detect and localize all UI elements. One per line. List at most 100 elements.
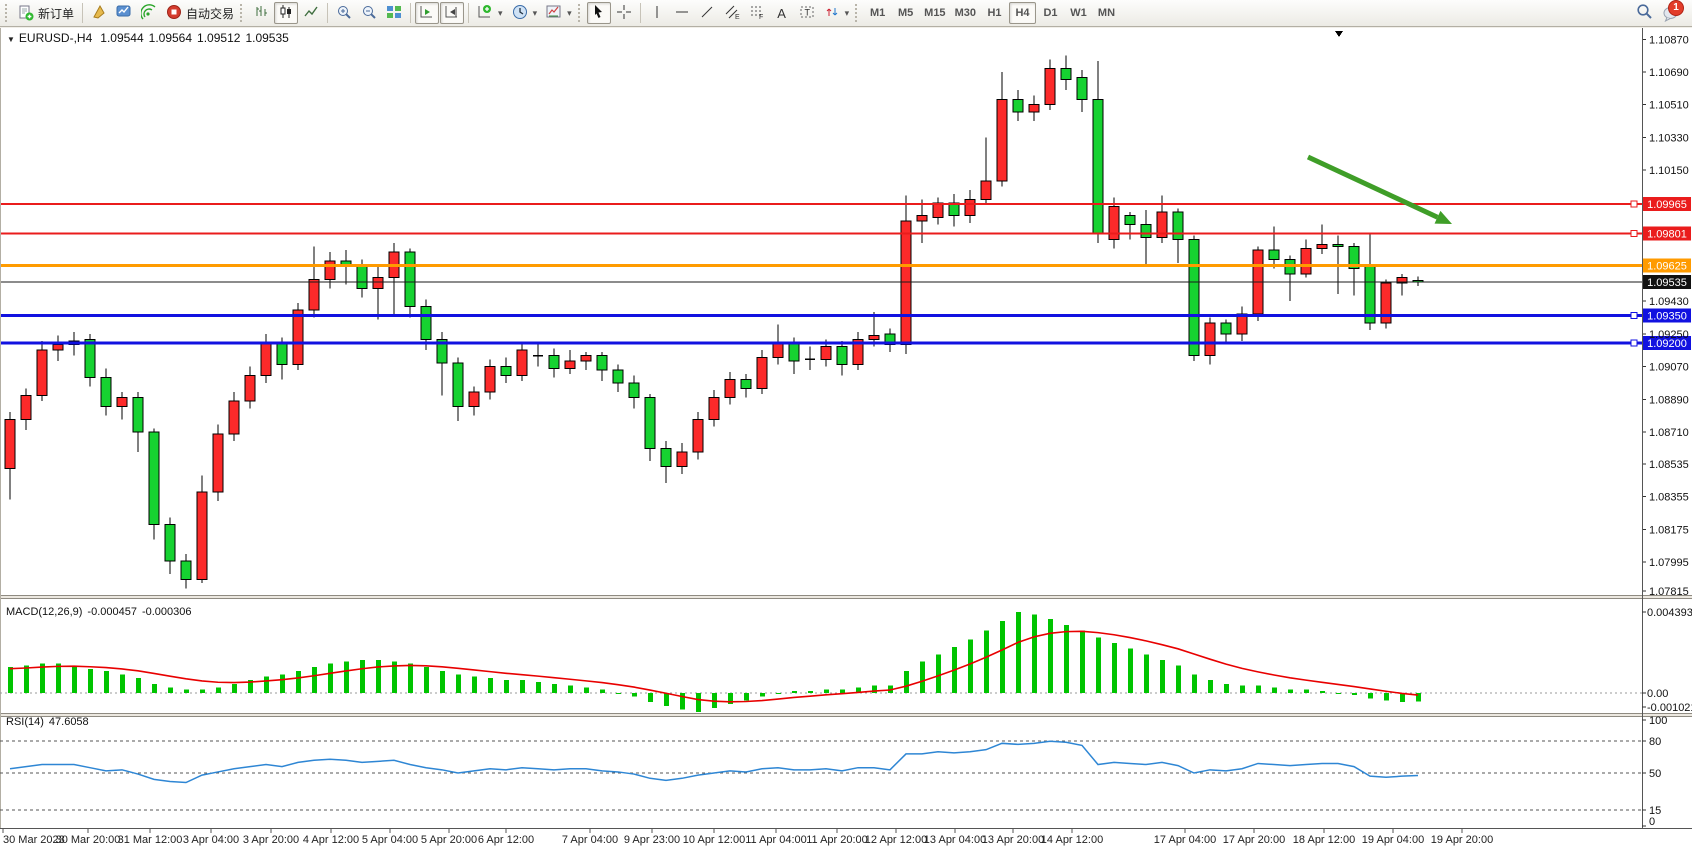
- signals-button[interactable]: [137, 2, 161, 24]
- candle-body: [1332, 244, 1344, 248]
- line-chart-button[interactable]: [299, 2, 323, 24]
- toolbar-grip: [5, 4, 10, 22]
- search-button[interactable]: [1632, 2, 1657, 24]
- timeframe-w1[interactable]: W1: [1065, 2, 1092, 24]
- candlestick-chart-icon: [278, 4, 294, 23]
- bar-chart-button[interactable]: [249, 2, 273, 24]
- candle-body: [1124, 215, 1136, 226]
- bar-chart-icon: [253, 4, 269, 23]
- timeframe-d1[interactable]: D1: [1037, 2, 1064, 24]
- candle-body: [628, 382, 640, 398]
- horizontal-line-tool-button[interactable]: [670, 2, 694, 24]
- cursor-icon: [591, 4, 607, 23]
- candle-body: [644, 396, 656, 449]
- candle-body: [484, 366, 496, 393]
- candle-body: [724, 378, 736, 398]
- timeframe-h1[interactable]: H1: [981, 2, 1008, 24]
- svg-text:1.08710: 1.08710: [1649, 427, 1689, 439]
- timeframe-bar: M1 M5 M15 M30 H1 H4 D1 W1 MN: [864, 2, 1120, 24]
- svg-text:1.10510: 1.10510: [1649, 100, 1689, 112]
- candle-body: [196, 491, 208, 580]
- candle-body: [692, 418, 704, 453]
- timeframe-m5[interactable]: M5: [892, 2, 919, 24]
- timeframe-m1[interactable]: M1: [864, 2, 891, 24]
- timeframe-h4[interactable]: H4: [1008, 2, 1036, 24]
- vertical-line-tool-button[interactable]: [645, 2, 669, 24]
- candle-body: [564, 360, 576, 369]
- candle-body: [660, 447, 672, 468]
- candle-body: [1236, 313, 1248, 335]
- candle-body: [996, 98, 1008, 182]
- candle-body: [596, 355, 608, 371]
- label-tool-button[interactable]: T: [795, 2, 819, 24]
- templates-button[interactable]: ▾: [542, 2, 576, 24]
- hline-price-tag: [1643, 258, 1691, 273]
- indicators-button[interactable]: ▾: [473, 2, 507, 24]
- candle-body: [836, 346, 848, 366]
- candle-body: [36, 349, 48, 397]
- toolbar-grip: [240, 4, 245, 22]
- svg-text:1.09535: 1.09535: [1647, 277, 1687, 289]
- toolbar-separator: [327, 3, 329, 23]
- svg-text:1.09250: 1.09250: [1649, 329, 1689, 341]
- candle-body: [852, 338, 864, 366]
- candle-body: [260, 342, 272, 377]
- time-axis-label: 12 Apr 12:00: [865, 834, 927, 846]
- candle-body: [708, 396, 720, 420]
- svg-text:1.09070: 1.09070: [1649, 362, 1689, 374]
- autotrading-button[interactable]: 自动交易: [162, 2, 238, 24]
- channel-tool-button[interactable]: E: [720, 2, 744, 24]
- chart-shift-button[interactable]: [440, 2, 465, 24]
- time-axis-label: 30 Mar 2023: [3, 834, 65, 846]
- periods-button[interactable]: ▾: [508, 2, 542, 24]
- hline-handle: [1630, 339, 1638, 347]
- candle-body: [1220, 322, 1232, 335]
- candle-body: [308, 278, 320, 311]
- svg-text:1.07995: 1.07995: [1649, 557, 1689, 569]
- time-axis-label: 31 Mar 12:00: [118, 834, 183, 846]
- candle-body: [516, 349, 528, 377]
- candle-body: [1108, 206, 1120, 240]
- time-axis-label: 30 Mar 20:00: [56, 834, 121, 846]
- candle-body: [1012, 98, 1024, 113]
- styler-button[interactable]: [87, 2, 111, 24]
- new-order-button[interactable]: 新订单: [14, 2, 78, 24]
- crosshair-tool-button[interactable]: [612, 2, 636, 24]
- trendline-tool-button[interactable]: [695, 2, 719, 24]
- svg-text:0.004393: 0.004393: [1647, 607, 1692, 619]
- notifications-button[interactable]: 1: [1658, 0, 1684, 24]
- candlestick-chart-button[interactable]: [274, 2, 299, 24]
- arrows-tool-button[interactable]: ▾: [820, 2, 854, 24]
- svg-text:1.09200: 1.09200: [1647, 338, 1687, 350]
- cursor-tool-button[interactable]: [586, 2, 611, 24]
- annotation-arrow-shaft: [1306, 154, 1439, 220]
- candle-body: [436, 338, 448, 364]
- vertical-line-icon: [649, 4, 665, 23]
- tile-windows-button[interactable]: [382, 2, 406, 24]
- zoom-out-button[interactable]: [357, 2, 381, 24]
- time-axis-label: 3 Apr 20:00: [243, 834, 299, 846]
- hline-handle: [1630, 230, 1638, 238]
- timeframe-m15[interactable]: M15: [920, 2, 949, 24]
- dropdown-caret: ▾: [498, 7, 503, 18]
- hline-handle: [1630, 200, 1638, 208]
- fibonacci-tool-button[interactable]: F: [745, 2, 769, 24]
- text-tool-button[interactable]: A: [770, 2, 794, 24]
- auto-scroll-button[interactable]: [415, 2, 440, 24]
- candle-body: [1076, 76, 1088, 100]
- hline-price-tag: [1643, 196, 1691, 211]
- chart-canvas[interactable]: 1.09965 1.09801 1.09625 1.09350 1.09200 1.095…: [0, 28, 1692, 851]
- zoom-in-button[interactable]: [332, 2, 356, 24]
- time-axis-label: 13 Apr 04:00: [924, 834, 986, 846]
- timeframe-m30[interactable]: M30: [951, 2, 980, 24]
- community-button[interactable]: [112, 2, 136, 24]
- time-axis-label: 13 Apr 20:00: [982, 834, 1044, 846]
- candle-body: [612, 369, 624, 384]
- svg-text:1.09350: 1.09350: [1647, 311, 1687, 323]
- candle-body: [468, 391, 480, 408]
- timeframe-mn[interactable]: MN: [1093, 2, 1120, 24]
- svg-text:80: 80: [1649, 736, 1661, 748]
- candle-body: [1188, 238, 1200, 357]
- dropdown-caret: ▾: [844, 7, 850, 18]
